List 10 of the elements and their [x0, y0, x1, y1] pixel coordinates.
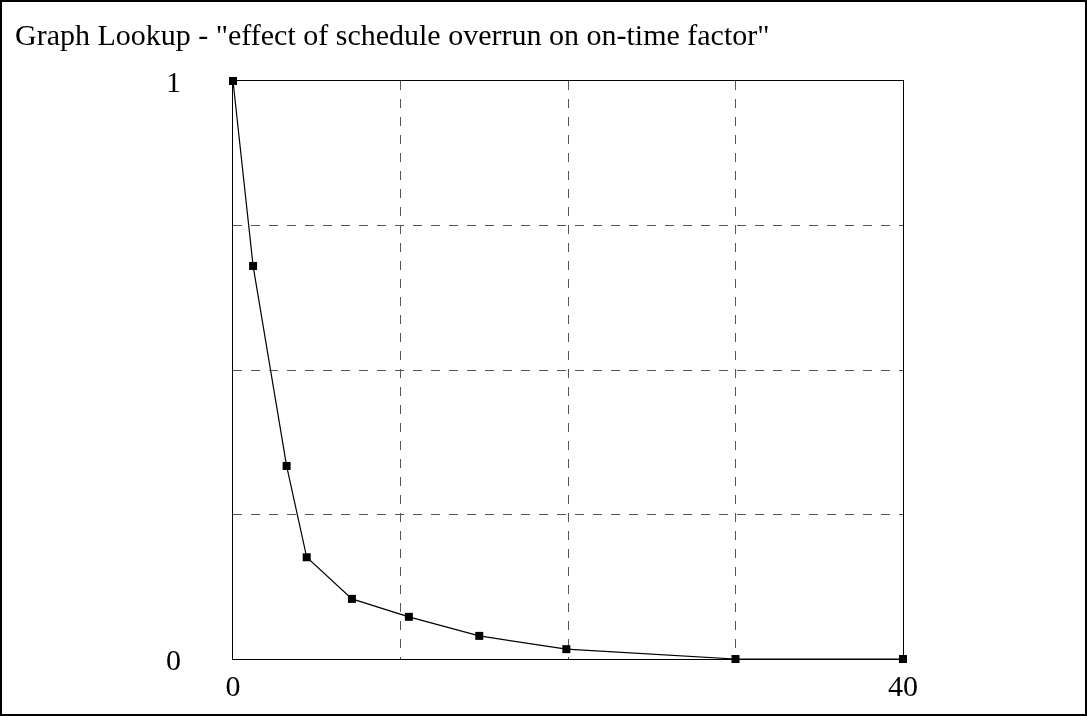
point [404, 612, 413, 621]
chart-title: Graph Lookup - "effect of schedule overrun on on-time factor" [15, 17, 770, 51]
point [249, 261, 258, 270]
point [282, 461, 291, 470]
point [347, 594, 356, 603]
y-tick-label: 1 [166, 64, 181, 98]
point [562, 645, 571, 654]
point [302, 553, 311, 562]
x-tick-label: 40 [888, 669, 918, 702]
point [475, 631, 484, 640]
